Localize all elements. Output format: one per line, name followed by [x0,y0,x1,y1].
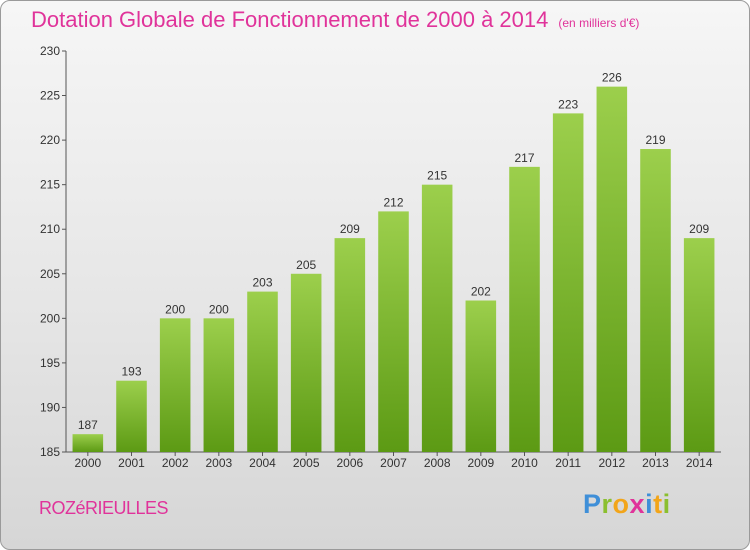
x-tick-label: 2012 [598,456,625,470]
logo-letter: P [583,489,602,519]
bar [465,300,497,452]
data-label: 226 [602,71,622,85]
bar [378,211,409,452]
y-tick-label: 215 [40,178,60,192]
x-tick-label: 2003 [205,456,232,470]
x-tick-label: 2000 [74,456,101,470]
x-tick-label: 2010 [511,456,538,470]
x-tick-label: 2008 [424,456,451,470]
y-tick-label: 220 [40,133,60,147]
y-tick-label: 205 [40,267,60,281]
x-tick-label: 2006 [336,456,363,470]
bar [640,149,671,452]
bar [72,434,104,452]
data-label: 203 [252,276,272,290]
data-label: 209 [340,222,360,236]
x-tick-label: 2002 [162,456,189,470]
axes: 185 190 195 200 205 210 215 220 225 230 [40,44,721,459]
logo-letter: x [629,489,646,519]
data-label: 200 [165,302,185,316]
y-tick-label: 195 [40,356,60,370]
bar [552,113,584,452]
x-tick-label: 2005 [293,456,320,470]
y-tick-label: 210 [40,222,60,236]
x-tick-label: 2013 [642,456,669,470]
bar [290,273,322,452]
data-label: 219 [645,133,665,147]
x-tick-label: 2004 [249,456,276,470]
bar [596,86,628,453]
y-tick-label: 190 [40,400,60,414]
data-label: 202 [471,285,491,299]
chart-title-text: Dotation Globale de Fonctionnement de 20… [31,7,549,32]
data-label: 217 [514,151,534,165]
logo-letter: t [653,489,663,519]
x-tick-label: 2009 [467,456,494,470]
data-label: 223 [558,97,578,111]
logo-letter: i [662,489,671,519]
logo-letter: r [601,489,613,519]
bar [421,184,453,452]
x-tick-label: 2001 [118,456,145,470]
data-label: 215 [427,169,447,183]
bar [116,380,147,452]
data-label: 187 [78,418,98,432]
data-label: 205 [296,258,316,272]
bar [159,318,191,452]
chart-subtitle: (en milliers d'€) [558,16,640,30]
data-label: 212 [383,195,403,209]
y-tick-label: 225 [40,89,60,103]
bar [509,166,540,452]
data-label: 193 [121,365,141,379]
commune-name: ROZéRIEULLES [39,498,169,518]
proxiti-logo: Proxiti [583,489,671,520]
bar [334,238,366,452]
x-tick-label: 2011 [555,456,581,470]
y-tick-label: 200 [40,311,60,325]
y-tick-label: 185 [40,445,60,459]
y-tick-label: 230 [40,44,60,58]
logo-letter: o [612,489,630,519]
data-label: 200 [209,302,229,316]
labels: 2000 187 2001 193 2002 200 2003 200 2004 203 2005 2… [74,71,712,470]
data-label: 209 [689,222,709,236]
chart-title: Dotation Globale de Fonctionnement de 20… [31,7,639,33]
bar [203,318,235,452]
bar [247,291,278,452]
logo-letter: i [645,489,654,519]
bar [683,238,715,452]
x-tick-label: 2014 [686,456,713,470]
x-tick-label: 2007 [380,456,407,470]
bars [72,86,715,453]
